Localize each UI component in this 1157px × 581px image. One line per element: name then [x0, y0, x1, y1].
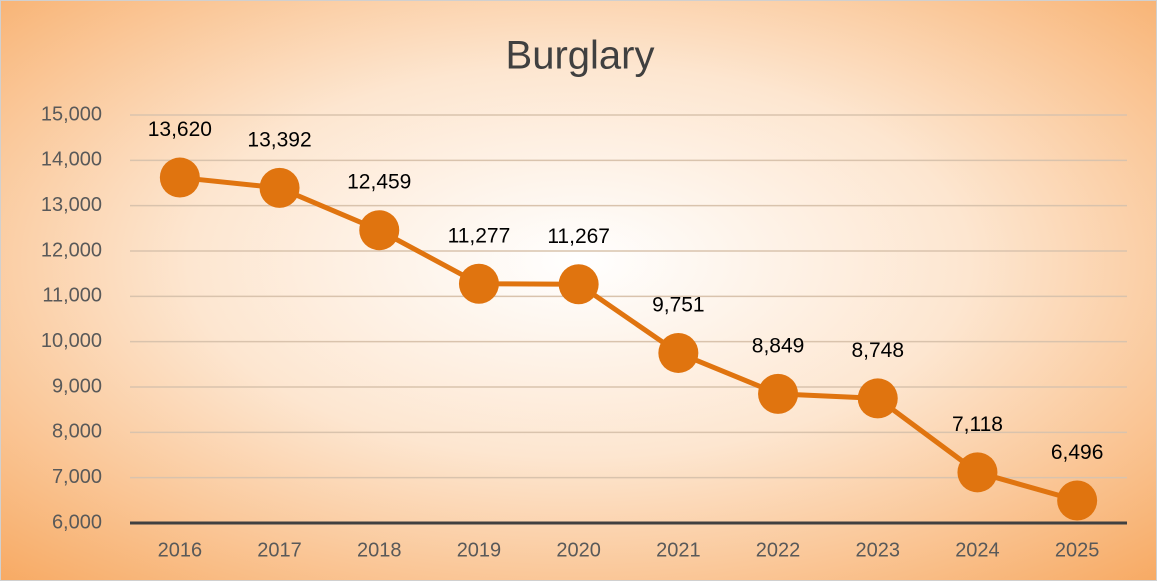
y-tick-label: 11,000: [42, 285, 102, 307]
point-marker: [159, 157, 200, 198]
data-label: 11,267: [547, 225, 610, 248]
y-tick-label: 13,000: [41, 194, 102, 216]
point-marker: [857, 378, 898, 419]
series-line: [179, 175, 1078, 503]
data-label: 7,118: [952, 413, 1003, 436]
point-marker: [558, 264, 599, 305]
data-label: 13,392: [247, 128, 311, 151]
y-tick-label: 9,000: [52, 375, 102, 397]
point-marker: [658, 332, 699, 373]
y-tick-label: 14,000: [41, 149, 102, 171]
x-tick-label: 2024: [955, 539, 1000, 561]
data-label: 13,620: [148, 118, 212, 141]
chart-title: Burglary: [506, 34, 655, 78]
point-marker: [259, 167, 300, 208]
point-marker: [1057, 480, 1098, 521]
y-tick-label: 7,000: [52, 466, 102, 488]
data-label: 11,277: [448, 224, 511, 247]
data-label: 9,751: [652, 294, 705, 317]
x-tick-label: 2025: [1055, 539, 1100, 561]
x-tick-label: 2017: [257, 539, 302, 561]
x-tick-label: 2021: [656, 539, 701, 561]
x-tick-label: 2016: [158, 539, 203, 561]
y-tick-label: 15,000: [41, 103, 102, 125]
data-label: 12,459: [347, 171, 411, 194]
x-tick-label: 2022: [756, 539, 801, 561]
y-tick-label: 6,000: [52, 511, 102, 533]
point-marker: [957, 452, 998, 493]
point-marker: [758, 373, 799, 414]
data-label: 8,748: [851, 339, 904, 362]
data-label: 8,849: [752, 334, 805, 357]
y-tick-label: 12,000: [41, 239, 102, 261]
x-tick-label: 2020: [556, 539, 601, 561]
y-tick-label: 10,000: [41, 330, 102, 352]
x-tick-label: 2019: [457, 539, 502, 561]
data-label: 6,496: [1051, 441, 1104, 464]
x-tick-label: 2023: [856, 539, 901, 561]
point-marker: [458, 263, 499, 304]
y-tick-label: 8,000: [52, 421, 102, 443]
x-tick-label: 2018: [357, 539, 402, 561]
point-marker: [359, 210, 400, 251]
